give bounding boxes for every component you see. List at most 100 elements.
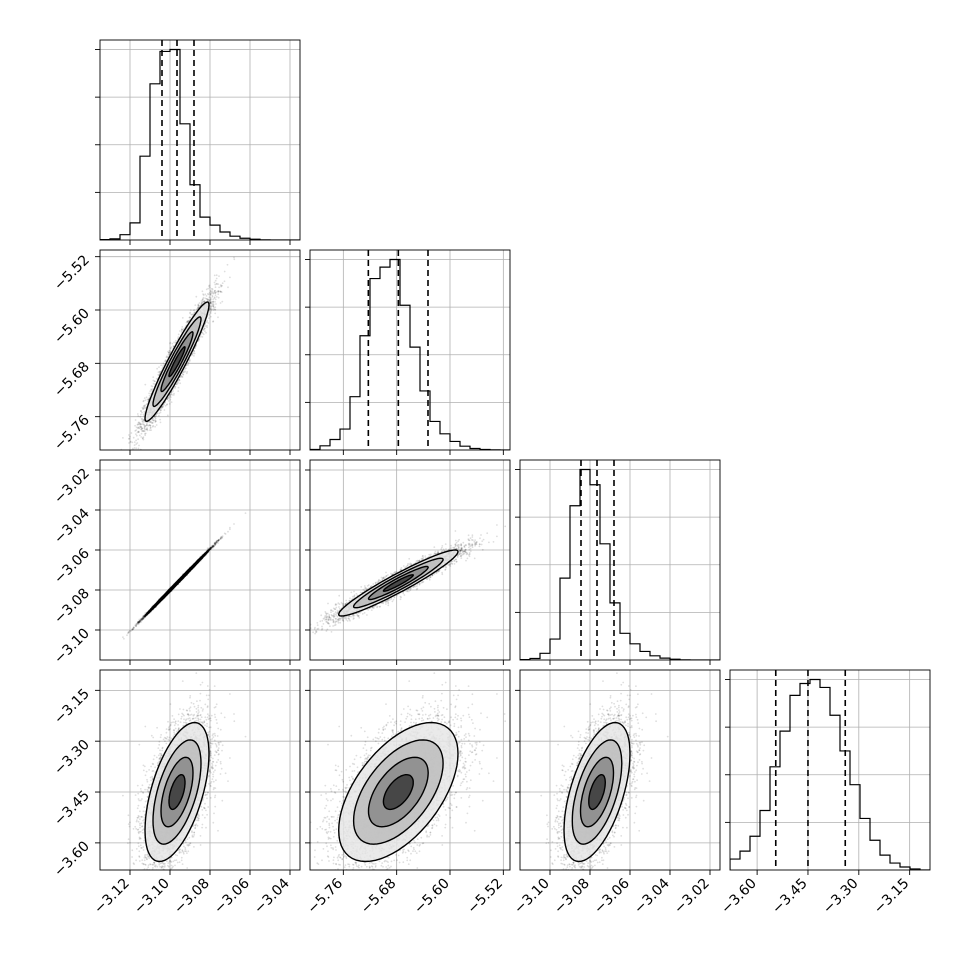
sample-point (151, 421, 154, 424)
sample-point (136, 424, 139, 426)
sample-point (145, 396, 148, 399)
sample-point (169, 396, 172, 399)
sample-point (193, 312, 196, 314)
sample-point (141, 429, 144, 432)
sample-point (208, 308, 211, 310)
sample-point (212, 305, 214, 307)
sample-point (208, 317, 210, 319)
sample-point (143, 407, 145, 410)
sample-point (133, 447, 136, 449)
sample-point (204, 300, 206, 303)
sample-point (212, 305, 215, 308)
sample-point (212, 320, 215, 323)
sample-point (150, 388, 153, 391)
sample-point (143, 427, 146, 429)
sample-point (169, 342, 171, 345)
sample-point (193, 355, 195, 357)
sample-point (139, 426, 142, 428)
sample-point (162, 364, 165, 367)
sample-point (217, 316, 219, 319)
sample-point (128, 442, 130, 444)
sample-point (143, 427, 146, 430)
sample-point (127, 434, 130, 436)
histogram-panel (100, 40, 300, 240)
sample-point (217, 296, 220, 299)
sample-point (142, 400, 145, 403)
sample-point (193, 349, 196, 352)
sample-point (159, 372, 161, 374)
sample-point (142, 418, 145, 421)
sample-point (129, 441, 132, 443)
sample-point (197, 306, 200, 308)
sample-point (148, 392, 151, 395)
sample-point (137, 431, 140, 434)
sample-point (204, 325, 207, 327)
sample-point (189, 311, 192, 314)
sample-point (197, 304, 200, 306)
sample-point (139, 422, 141, 425)
sample-point (196, 307, 199, 310)
sample-point (142, 423, 145, 426)
sample-point (209, 298, 212, 300)
sample-point (131, 457, 133, 459)
sample-point (143, 405, 146, 407)
sample-point (223, 280, 226, 283)
sample-point (149, 427, 152, 429)
sample-point (161, 405, 164, 408)
sample-point (141, 427, 144, 430)
sample-point (152, 419, 155, 422)
sample-point (149, 426, 152, 429)
sample-point (209, 297, 212, 299)
sample-point (161, 406, 164, 408)
sample-point (219, 284, 222, 286)
sample-point (201, 332, 204, 335)
sample-point (212, 300, 215, 303)
sample-point (191, 313, 194, 316)
sample-point (142, 421, 145, 423)
sample-point (149, 421, 152, 423)
sample-point (188, 360, 191, 363)
sample-point (207, 293, 210, 296)
sample-point (175, 383, 178, 386)
sample-point (204, 297, 207, 300)
sample-point (216, 283, 218, 285)
sample-point (208, 300, 211, 302)
sample-point (204, 293, 207, 296)
sample-point (155, 414, 157, 417)
sample-point (206, 319, 209, 322)
sample-point (151, 388, 154, 390)
sample-point (152, 424, 155, 427)
sample-point (201, 302, 203, 304)
sample-point (215, 277, 218, 280)
sample-point (187, 364, 190, 366)
sample-point (135, 429, 138, 431)
sample-point (212, 298, 215, 301)
sample-point (181, 376, 184, 378)
sample-point (208, 286, 211, 289)
sample-point (202, 301, 205, 303)
sample-point (197, 306, 199, 309)
sample-point (201, 331, 204, 334)
sample-point (140, 436, 143, 438)
sample-point (167, 397, 170, 400)
sample-point (197, 339, 200, 342)
sample-point (215, 282, 218, 285)
sample-point (144, 428, 146, 431)
sample-point (174, 387, 176, 389)
sample-point (187, 320, 190, 322)
sample-point (187, 361, 190, 364)
sample-point (172, 394, 175, 396)
sample-point (187, 320, 190, 322)
sample-point (181, 326, 184, 328)
sample-point (212, 306, 215, 309)
sample-point (159, 421, 162, 424)
sample-point (145, 428, 148, 431)
sample-point (151, 419, 154, 422)
sample-point (221, 300, 224, 303)
sample-point (157, 371, 160, 374)
sample-point (138, 444, 140, 447)
sample-point (169, 350, 171, 353)
sample-point (209, 302, 211, 304)
sample-point (177, 333, 180, 336)
sample-point (208, 285, 210, 288)
